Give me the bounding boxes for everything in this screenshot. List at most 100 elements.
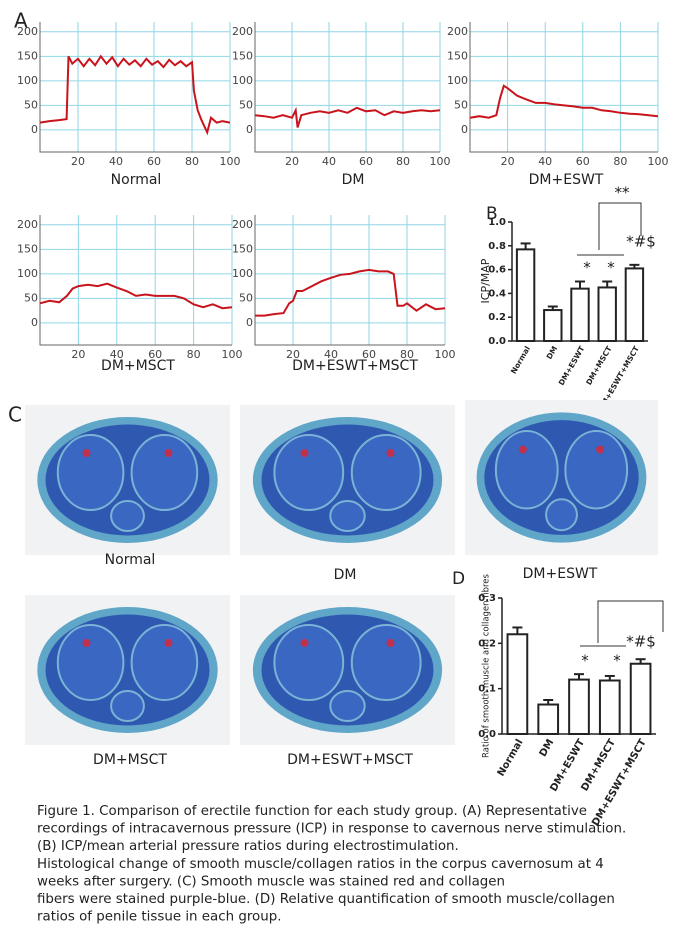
y-tick-label: 200	[17, 218, 38, 231]
caption-line: Figure 1. Comparison of erectile functio…	[37, 804, 587, 819]
x-tick-label: 40	[322, 155, 336, 168]
trace	[255, 268, 446, 317]
y-tick-label: 200	[232, 218, 253, 231]
image-label: DM+MSCT	[93, 752, 167, 768]
caption-line: fibers were stained purple-blue. (D) Rel…	[37, 892, 615, 907]
bracket	[598, 202, 642, 250]
x-tick-label: 40	[538, 155, 552, 168]
panel-label: D	[452, 569, 465, 589]
y-tick-label: 100	[17, 267, 38, 280]
x-tick-label: Normal	[509, 345, 532, 376]
x-tick-label: DM+ESWT	[557, 344, 587, 387]
y-tick-label: 0.2	[488, 312, 506, 323]
panel-label: A	[14, 9, 28, 33]
chart-title: DM	[342, 172, 365, 188]
histology-image	[240, 595, 455, 745]
y-tick-label: 100	[17, 74, 38, 87]
annotation: *	[613, 652, 621, 670]
urethra	[110, 500, 145, 532]
annotation: *	[607, 259, 615, 277]
image-label: Normal	[105, 552, 156, 568]
urethra	[329, 690, 366, 722]
y-tick-label: 100	[447, 74, 468, 87]
trace	[254, 106, 441, 128]
x-tick-label: 20	[285, 155, 299, 168]
bar	[537, 703, 560, 735]
y-tick-label: 1.0	[488, 217, 506, 228]
bar	[506, 633, 529, 735]
bar	[598, 679, 621, 735]
cavernosum	[350, 434, 422, 511]
bar	[568, 678, 590, 735]
vessel	[82, 449, 91, 457]
y-tick-label: 200	[232, 25, 253, 38]
x-tick-label: 100	[430, 155, 451, 168]
cavernosum	[494, 430, 559, 510]
x-tick-label: 60	[576, 155, 590, 168]
y-tick-label: 0.6	[488, 265, 506, 276]
y-tick-label: 0	[31, 316, 38, 329]
chart-title: Normal	[111, 172, 162, 188]
x-tick-label: 80	[187, 348, 201, 361]
x-tick-label: 100	[220, 155, 241, 168]
x-tick-label: 40	[109, 155, 123, 168]
panel-label: B	[486, 204, 498, 224]
y-tick-label: 0	[246, 123, 253, 136]
cavernosum	[350, 624, 422, 701]
x-tick-label: 60	[359, 155, 373, 168]
y-tick-label: 150	[17, 49, 38, 62]
y-tick-label: 150	[232, 242, 253, 255]
histology-image	[25, 595, 230, 745]
histology-image	[240, 405, 455, 555]
y-axis-label: ICP/MAP	[479, 258, 492, 303]
y-tick-label: 200	[447, 25, 468, 38]
vessel	[386, 449, 395, 457]
bar	[515, 248, 536, 342]
caption-line: ratios of penile tissue in each group.	[37, 910, 282, 925]
bar	[597, 286, 617, 343]
chart-title: DM+ESWT	[529, 172, 604, 188]
y-tick-label: 200	[17, 25, 38, 38]
bar	[543, 309, 563, 342]
y-tick-label: 0	[461, 123, 468, 136]
y-tick-label: 0.0	[478, 729, 496, 740]
x-tick-label: DM+ESWT+MSCT	[590, 737, 649, 828]
annotation: *#$	[626, 633, 656, 651]
x-tick-label: 20	[71, 348, 85, 361]
cavernosum	[56, 624, 125, 701]
vessel	[386, 639, 395, 647]
cavernosum	[564, 430, 629, 510]
y-tick-label: 0.8	[488, 241, 506, 252]
x-tick-label: 60	[147, 155, 161, 168]
histology-image	[25, 405, 230, 555]
axis	[39, 215, 232, 346]
urethra	[329, 500, 366, 532]
x-tick-label: 40	[324, 348, 338, 361]
x-tick-label: 80	[613, 155, 627, 168]
histology-image	[465, 400, 658, 555]
y-tick-label: 50	[239, 98, 253, 111]
y-tick-label: 50	[454, 98, 468, 111]
x-tick-label: 80	[396, 155, 410, 168]
annotation: **	[615, 184, 631, 202]
image-label: DM+ESWT	[523, 566, 598, 582]
bar	[624, 267, 645, 342]
bracket	[597, 600, 664, 643]
vessel	[300, 639, 309, 647]
caption-line: (B) ICP/mean arterial pressure ratios du…	[37, 839, 459, 854]
image-label: DM+ESWT+MSCT	[287, 752, 413, 768]
x-tick-label: 20	[71, 155, 85, 168]
x-tick-label: 100	[648, 155, 669, 168]
cavernosum	[56, 434, 125, 511]
axis	[469, 22, 658, 153]
caption-line: weeks after surgery. (C) Smooth muscle w…	[37, 874, 505, 889]
y-tick-label: 0.3	[478, 593, 496, 604]
urethra	[545, 498, 578, 532]
y-tick-label: 150	[447, 49, 468, 62]
axis	[254, 215, 445, 346]
image-label: DM	[334, 567, 357, 583]
annotation: *	[583, 259, 591, 277]
y-tick-label: 0.4	[488, 288, 506, 299]
caption-line: recordings of intracavernous pressure (I…	[37, 822, 626, 837]
